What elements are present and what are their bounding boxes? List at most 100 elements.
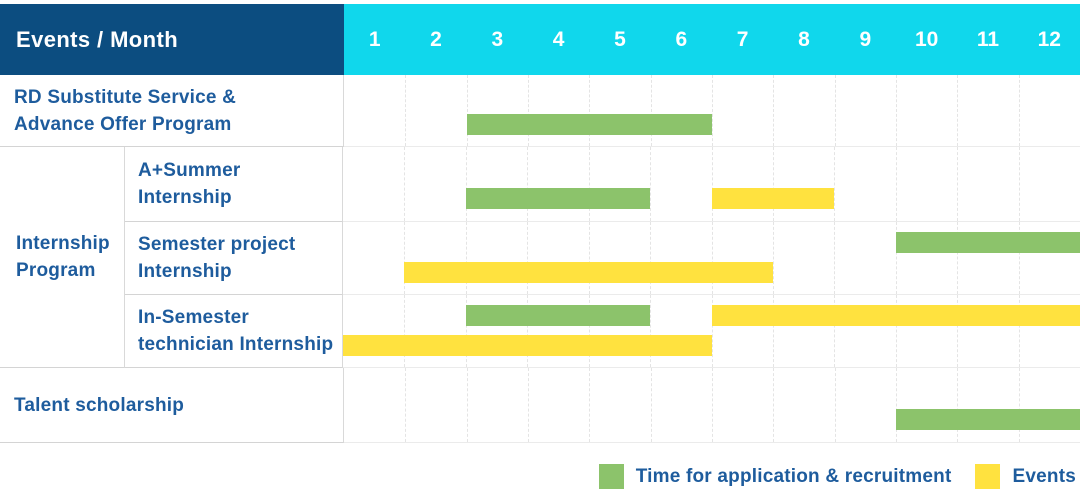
legend-label: Time for application & recruitment	[635, 465, 952, 487]
month-header-cell: 7	[736, 27, 749, 51]
month-gridline	[772, 295, 774, 367]
month-gridline	[712, 75, 713, 146]
month-gridline	[588, 222, 590, 294]
month-gridline	[895, 222, 897, 294]
month-header-cell: 2	[430, 27, 442, 51]
month-gridline	[834, 222, 836, 294]
legend-item-application-recruitment: Time for application & recruitment	[598, 464, 952, 489]
legend-label: Events	[1012, 465, 1076, 487]
table-row: In-Semester technician Internship	[125, 295, 1080, 368]
month-gridline	[1018, 222, 1020, 294]
month-gridline	[527, 147, 529, 221]
gantt-chart-cell	[344, 368, 1080, 443]
events-month-gantt-table: Events / Month 1 2 3 4 5 6 7 8 9 10 11 12 RD Substi…	[0, 4, 1080, 443]
month-gridline	[896, 75, 897, 146]
month-gridline	[527, 222, 529, 294]
month-header-cell: 6	[675, 27, 688, 51]
month-gridline	[465, 147, 467, 221]
table-row: RD Substitute Service & Advance Offer Pr…	[0, 75, 1080, 147]
table-row: A+Summer Internship	[125, 147, 1080, 222]
month-gridline	[772, 147, 774, 221]
month-header-cell: 11	[976, 27, 1000, 51]
legend-swatch-application	[598, 464, 624, 489]
month-gridline	[650, 368, 652, 442]
month-gridline	[405, 75, 407, 146]
event-bar	[404, 261, 773, 283]
row-label-in-semester-technician-internship: In-Semester technician Internship	[125, 295, 343, 368]
month-gridline	[773, 368, 775, 442]
month-gridline	[589, 368, 591, 442]
row-label-semester-project-internship: Semester project Internship	[125, 222, 343, 295]
month-gridline	[465, 222, 467, 294]
gantt-chart-cell	[343, 295, 1080, 368]
month-header-cell: 8	[798, 27, 810, 51]
month-gridline	[834, 368, 836, 442]
month-gridline	[957, 368, 959, 442]
month-gridline	[957, 75, 959, 146]
month-gridline	[957, 147, 959, 221]
month-gridline	[772, 222, 774, 294]
month-header-cell: 1	[368, 27, 381, 51]
month-gridline	[834, 295, 836, 367]
legend-item-events: Events	[975, 464, 1076, 489]
month-header-cell: 3	[491, 27, 504, 51]
application-recruitment-bar	[896, 408, 1080, 430]
month-gridline	[834, 147, 836, 221]
month-gridline	[773, 75, 775, 146]
gantt-chart-cell	[343, 222, 1080, 295]
table-header-row: Events / Month 1 2 3 4 5 6 7 8 9 10 11 12	[0, 4, 1080, 75]
month-gridline	[466, 75, 468, 146]
month-gridline	[895, 147, 897, 221]
month-header: 1 2 3 4 5 6 7 8 9 10 11 12	[344, 4, 1080, 75]
row-label-rd-substitute-service: RD Substitute Service & Advance Offer Pr…	[0, 75, 344, 147]
month-gridline	[834, 75, 836, 146]
row-label-talent-scholarship: Talent scholarship	[0, 368, 344, 443]
month-gridline	[465, 295, 467, 367]
month-gridline	[527, 295, 529, 367]
month-gridline	[712, 368, 713, 442]
legend-swatch-event	[975, 464, 1001, 489]
month-gridline	[588, 295, 590, 367]
application-recruitment-bar	[466, 114, 712, 136]
event-bar	[343, 334, 712, 356]
month-gridline	[1018, 147, 1020, 221]
month-gridline	[895, 295, 897, 367]
month-header-cell: 5	[614, 27, 626, 51]
month-header-cell: 10	[914, 27, 939, 51]
month-gridline	[650, 75, 652, 146]
month-gridline	[588, 147, 590, 221]
gantt-chart-cell	[344, 75, 1080, 147]
event-bar	[711, 187, 835, 209]
month-gridline	[1018, 75, 1020, 146]
application-recruitment-bar	[465, 305, 651, 327]
month-gridline	[589, 75, 591, 146]
month-header-cell: 9	[859, 27, 872, 51]
group-label-internship-program: Internship Program	[0, 147, 125, 368]
application-recruitment-bar	[465, 187, 651, 209]
month-gridline	[404, 295, 406, 367]
month-gridline	[650, 147, 652, 221]
month-gridline	[1018, 295, 1020, 367]
gantt-chart-cell	[343, 147, 1080, 222]
month-gridline	[650, 222, 652, 294]
month-gridline	[711, 147, 713, 221]
application-recruitment-bar	[895, 232, 1080, 254]
row-label-a-plus-summer-internship: A+Summer Internship	[125, 147, 343, 222]
month-gridline	[405, 368, 407, 442]
month-gridline	[528, 368, 529, 442]
month-gridline	[528, 75, 529, 146]
table-header-title: Events / Month	[0, 4, 344, 75]
month-gridline	[466, 368, 468, 442]
month-gridline	[1018, 368, 1020, 442]
month-gridline	[650, 295, 652, 367]
event-bar	[711, 305, 1080, 327]
month-header-cell: 4	[552, 27, 565, 51]
month-gridline	[404, 222, 406, 294]
month-gridline	[896, 368, 897, 442]
month-gridline	[957, 222, 959, 294]
table-row: Semester project Internship	[125, 222, 1080, 295]
month-gridline	[711, 222, 713, 294]
internship-program-group: Internship Program A+Summer Internship S…	[0, 147, 1080, 368]
table-row: Talent scholarship	[0, 368, 1080, 443]
internship-program-subrows: A+Summer Internship Semester project Int…	[125, 147, 1080, 368]
